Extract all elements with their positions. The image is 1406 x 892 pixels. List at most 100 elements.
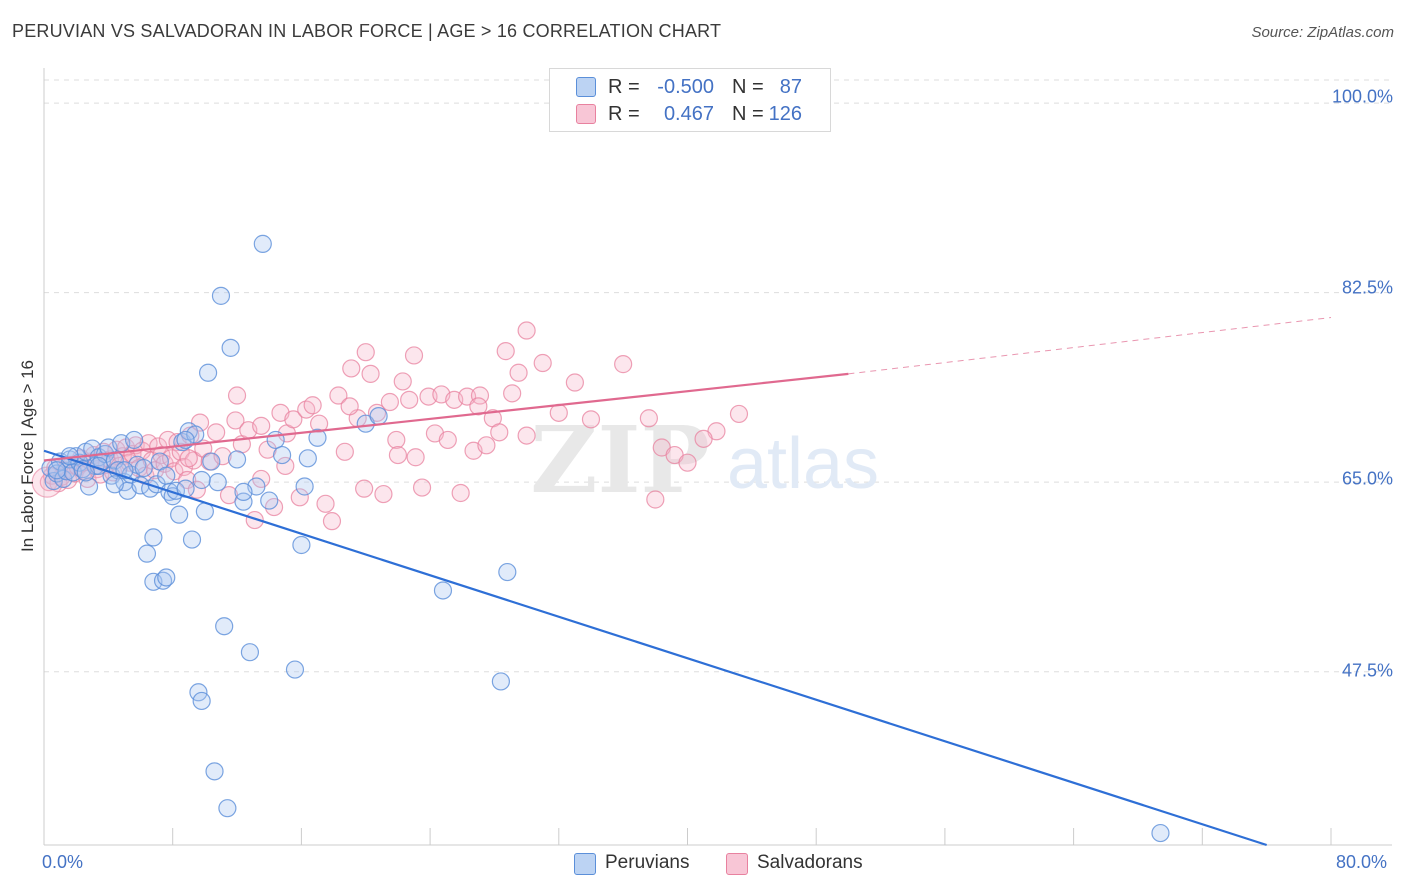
- salvadoran-point: [213, 447, 232, 466]
- peruvian-point: [144, 528, 163, 547]
- peruvian-point: [47, 461, 66, 480]
- peruvian-point: [202, 452, 221, 471]
- watermark-atlas: atlas: [727, 424, 879, 504]
- salvadoran-point: [438, 430, 457, 450]
- salvadoran-point: [533, 353, 552, 373]
- salvadoran-point: [139, 434, 158, 453]
- peruvian-point: [211, 286, 231, 305]
- peruvian-point: [240, 643, 260, 662]
- salvadoran-point: [380, 392, 399, 412]
- salvadoran-swatch: [576, 104, 596, 124]
- peruvian-point: [433, 581, 453, 600]
- salvadoran-point: [227, 386, 247, 405]
- salvadoran-point: [207, 423, 226, 442]
- legend-row-salvadorans: R = 0.467 N = 126: [550, 101, 830, 127]
- legend-n-value: 126: [768, 103, 802, 125]
- salvadoran-point: [316, 494, 335, 513]
- legend-r-value: 0.467: [663, 103, 714, 125]
- salvadoran-point: [387, 430, 406, 450]
- salvadoran-point: [145, 461, 165, 480]
- series-peruvians: [41, 234, 1170, 843]
- legend-label-salvadorans: Salvadorans: [757, 852, 863, 873]
- peruvian-point: [137, 544, 157, 563]
- trend-lines: [43, 317, 1332, 847]
- salvadoran-point: [406, 448, 425, 467]
- salvadoran-point: [309, 414, 329, 433]
- peruvian-point: [79, 477, 99, 496]
- salvadoran-point: [565, 373, 584, 392]
- salvadoran-point: [356, 343, 375, 362]
- legend-r-label: R =: [608, 103, 640, 125]
- salvadoran-point: [581, 410, 601, 429]
- peruvian-point: [272, 445, 292, 465]
- grid-lines: [44, 79, 1392, 673]
- salvadoran-point: [322, 512, 342, 531]
- salvadoran-point: [412, 478, 432, 497]
- x-tick-label-max: 80.0%: [1336, 852, 1388, 872]
- peruvian-point: [157, 568, 176, 587]
- y-axis-label: In Labor Force | Age > 16: [18, 359, 37, 553]
- legend-label-peruvians: Peruvians: [605, 852, 690, 873]
- peruvian-swatch: [576, 77, 596, 97]
- peruvian-point: [298, 449, 317, 468]
- peruvian-point: [205, 762, 224, 781]
- peruvian-trend-line: [43, 449, 1267, 847]
- peruvian-point: [234, 492, 253, 511]
- salvadoran-point: [361, 364, 380, 383]
- peruvian-point: [170, 505, 189, 524]
- salvadoran-point: [393, 372, 412, 391]
- salvadoran-point: [517, 321, 536, 340]
- salvadoran-point: [729, 404, 749, 424]
- peruvian-point: [1151, 823, 1170, 843]
- peruvian-point: [221, 338, 240, 357]
- peruvian-point: [253, 234, 272, 253]
- salvadoran-point: [388, 445, 408, 465]
- peruvian-point: [234, 482, 253, 502]
- peruvian-point: [208, 473, 227, 492]
- salvadoran-point: [245, 510, 264, 530]
- salvadoran-trend-extension: [848, 317, 1332, 375]
- salvadoran-point: [496, 342, 515, 361]
- salvadoran-point: [400, 390, 419, 409]
- y-tick-label: 82.5%: [1341, 277, 1393, 298]
- legend-n-label: N =: [732, 103, 764, 125]
- peruvian-point: [369, 406, 388, 426]
- salvadoran-point: [517, 426, 536, 445]
- salvadoran-point: [374, 484, 393, 504]
- salvadoran-point: [303, 396, 322, 415]
- peruvian-point: [292, 535, 311, 555]
- y-tick-label: 100.0%: [1331, 86, 1393, 107]
- peruvian-point: [57, 462, 76, 481]
- salvadoran-point: [509, 363, 528, 382]
- legend-r-label: R =: [608, 76, 640, 98]
- peruvian-point: [285, 660, 305, 679]
- correlation-legend: R = -0.500 N = 87 R = 0.467 N = 126: [549, 68, 831, 132]
- peruvian-point: [498, 562, 517, 582]
- salvadoran-point: [639, 409, 658, 428]
- salvadoran-point: [284, 410, 303, 429]
- source-credit: Source: ZipAtlas.com: [1251, 24, 1394, 41]
- salvadoran-point: [340, 397, 359, 416]
- salvadoran-point: [490, 423, 509, 442]
- salvadoran-trend-line: [43, 372, 849, 462]
- y-tick-label: 47.5%: [1341, 660, 1393, 681]
- peruvian-point: [227, 450, 247, 469]
- peruvian-point: [105, 475, 124, 494]
- salvadoran-point: [678, 453, 697, 472]
- legend-r-value: -0.500: [657, 76, 714, 98]
- peruvian-point: [124, 430, 144, 450]
- legend-n-value: 87: [779, 76, 802, 98]
- salvadoran-point: [404, 346, 424, 365]
- legend-row-peruvians: R = -0.500 N = 87: [550, 74, 830, 100]
- legend-n-label: N =: [732, 76, 764, 98]
- salvadoran-point: [252, 416, 271, 435]
- peruvian-point: [182, 530, 202, 549]
- y-tick-label: 65.0%: [1341, 468, 1393, 489]
- x-tick-label-min: 0.0%: [42, 852, 84, 872]
- salvadoran-point: [469, 397, 488, 416]
- salvadoran-point: [276, 456, 295, 476]
- legend-swatch-peruvians: [574, 853, 596, 875]
- salvadoran-point: [503, 384, 522, 403]
- salvadoran-point: [477, 436, 496, 455]
- chart-title: PERUVIAN VS SALVADORAN IN LABOR FORCE | …: [12, 21, 722, 41]
